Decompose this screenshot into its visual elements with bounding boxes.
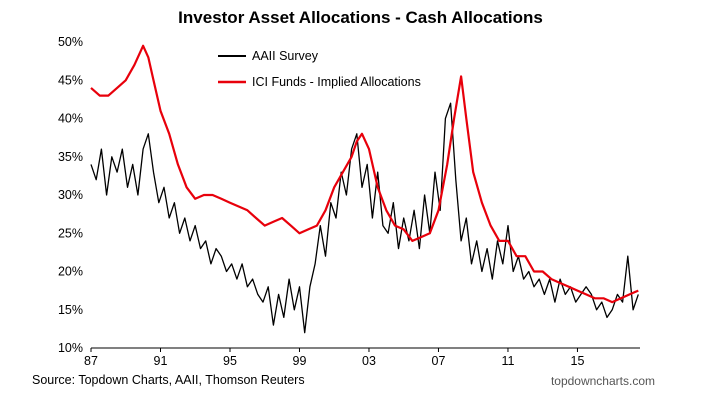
chart-title: Investor Asset Allocations - Cash Alloca… <box>178 8 543 27</box>
y-tick-label: 25% <box>58 226 83 240</box>
legend-label-ici: ICI Funds - Implied Allocations <box>252 75 421 89</box>
x-tick-label: 07 <box>432 354 446 368</box>
x-tick-label: 87 <box>84 354 98 368</box>
y-tick-label: 45% <box>58 73 83 87</box>
brand-label: topdowncharts.com <box>550 374 655 388</box>
x-tick-label: 91 <box>154 354 168 368</box>
y-tick-label: 40% <box>58 112 83 126</box>
x-tick-label: 99 <box>293 354 307 368</box>
y-tick-label: 15% <box>58 303 83 317</box>
series-line-ici <box>90 44 639 304</box>
series-layer <box>90 44 639 334</box>
x-tick-label: 95 <box>223 354 237 368</box>
series-line-aaii <box>90 102 639 334</box>
legend-label-aaii: AAII Survey <box>252 49 319 63</box>
x-tick-label: 15 <box>571 354 585 368</box>
axes: 10% 15% 20% 25% 30% 35% 40% 45% 50% 87 91 95 99 03 07 1… <box>58 35 640 368</box>
y-tick-label: 10% <box>58 341 83 355</box>
legend: AAII Survey ICI Funds - Implied Allocatio… <box>218 49 421 89</box>
source-note: Source: Topdown Charts, AAII, Thomson Re… <box>32 373 305 387</box>
y-tick-label: 50% <box>58 35 83 49</box>
y-tick-label: 30% <box>58 188 83 202</box>
x-tick-label: 03 <box>362 354 376 368</box>
y-tick-label: 35% <box>58 150 83 164</box>
x-tick-label: 11 <box>501 354 514 368</box>
y-tick-label: 20% <box>58 265 83 279</box>
